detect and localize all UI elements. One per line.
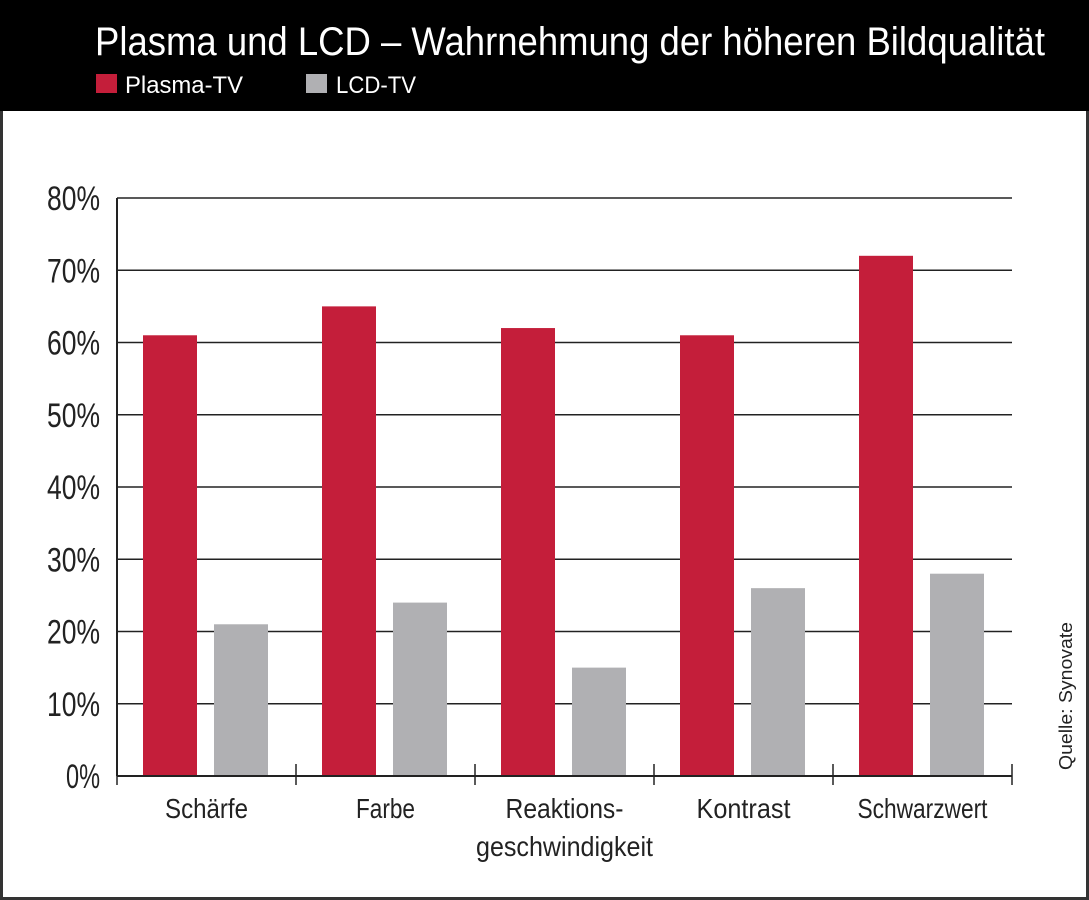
bar-plasma [322,306,376,776]
header-band [0,0,1089,111]
y-tick-label: 50% [47,397,100,435]
x-tick-label: Farbe [356,793,415,824]
y-tick-label: 30% [47,541,100,579]
bar-lcd [930,573,984,776]
bar-plasma [859,255,913,777]
legend-swatch-plasma [96,74,117,93]
bar-lcd [751,588,805,776]
x-tick-label: Kontrast [697,793,791,824]
x-tick-label: Schärfe [165,793,248,824]
chart-title: Plasma und LCD – Wahrnehmung der höheren… [95,20,1045,64]
y-tick-label: 10% [47,686,100,724]
bar-plasma [680,335,734,776]
source-label: Quelle: Synovate [1056,622,1076,770]
y-tick-label: 40% [47,469,100,507]
bar-lcd [393,602,447,776]
bar-plasma [143,335,197,776]
bar-plasma [501,328,555,776]
x-tick-label: Schwarzwert [858,793,988,824]
legend: Plasma-TV LCD-TV [96,72,416,99]
bar-lcd [572,667,626,776]
y-tick-label: 20% [47,614,100,652]
y-tick-label: 60% [47,325,100,363]
y-tick-label: 80% [47,180,100,218]
bar-lcd [214,624,268,776]
x-tick-label: Reaktions-geschwindigkeit [476,793,653,862]
y-tick-label: 70% [47,252,100,290]
legend-swatch-lcd [306,74,327,93]
legend-label-lcd: LCD-TV [336,72,416,99]
legend-label-plasma: Plasma-TV [125,72,243,99]
y-tick-label: 0% [66,758,100,796]
